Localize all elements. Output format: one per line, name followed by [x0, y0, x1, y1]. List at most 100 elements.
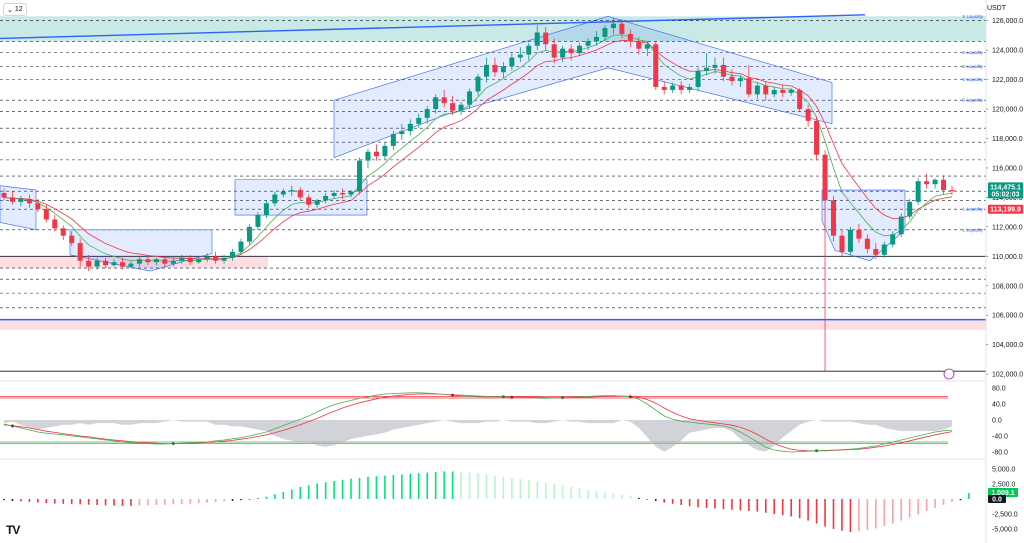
candle-body[interactable] — [230, 251, 236, 258]
candle-body[interactable] — [433, 97, 439, 110]
candle-body[interactable] — [128, 263, 134, 267]
candle-body[interactable] — [568, 48, 574, 54]
candle-body[interactable] — [941, 179, 947, 191]
candle-body[interactable] — [619, 23, 625, 34]
candle-body[interactable] — [814, 120, 820, 155]
candle-body[interactable] — [737, 78, 743, 82]
candle-body[interactable] — [331, 193, 337, 196]
candle-body[interactable] — [687, 86, 693, 90]
candle-body[interactable] — [18, 198, 24, 202]
candle-body[interactable] — [636, 41, 642, 49]
candle-body[interactable] — [517, 54, 523, 58]
candle-body[interactable] — [357, 160, 362, 192]
candle-body[interactable] — [890, 234, 896, 245]
candle-body[interactable] — [204, 256, 210, 260]
candle-body[interactable] — [441, 97, 447, 104]
candle-body[interactable] — [120, 262, 125, 267]
candle-body[interactable] — [475, 76, 481, 92]
candle-body[interactable] — [213, 256, 219, 261]
candle-body[interactable] — [915, 181, 921, 202]
candle-body[interactable] — [450, 103, 456, 111]
oscillator-pane[interactable] — [0, 380, 986, 453]
candle-body[interactable] — [534, 32, 540, 46]
candle-body[interactable] — [610, 23, 616, 29]
current-price-badge[interactable] — [988, 182, 1023, 199]
candle-body[interactable] — [60, 228, 66, 236]
candle-body[interactable] — [856, 229, 862, 239]
candle-body[interactable] — [373, 151, 379, 157]
candle-body[interactable] — [627, 33, 633, 42]
candle-body[interactable] — [560, 48, 566, 58]
candle-body[interactable] — [407, 123, 413, 132]
candle-body[interactable] — [145, 259, 151, 263]
candle-body[interactable] — [594, 36, 599, 42]
candle-body[interactable] — [500, 66, 506, 73]
candle-body[interactable] — [577, 45, 583, 54]
candle-body[interactable] — [602, 28, 608, 37]
candle-body[interactable] — [788, 89, 794, 93]
candle-body[interactable] — [924, 181, 930, 185]
candle-body[interactable] — [77, 243, 83, 261]
candle-body[interactable] — [111, 262, 117, 266]
candle-body[interactable] — [348, 191, 354, 195]
candle-body[interactable] — [822, 154, 828, 201]
candle-body[interactable] — [771, 89, 777, 95]
price-axis[interactable]: 126,000.0 124,000.0 122,000.0 120,000.0 118,… — [943, 0, 1023, 543]
candle-body[interactable] — [780, 89, 786, 93]
candle-body[interactable] — [881, 244, 887, 255]
candle-body[interactable] — [1, 193, 7, 198]
candle-body[interactable] — [661, 86, 667, 90]
candle-body[interactable] — [873, 248, 879, 255]
candle-body[interactable] — [43, 209, 49, 220]
candle-body[interactable] — [263, 203, 269, 216]
candle-body[interactable] — [483, 64, 489, 77]
flash-icon[interactable] — [943, 368, 955, 380]
candle-body[interactable] — [238, 241, 244, 252]
currency-label[interactable]: USDT — [986, 5, 1006, 12]
candle-body[interactable] — [272, 194, 278, 204]
candle-body[interactable] — [907, 201, 913, 217]
candle-body[interactable] — [754, 85, 760, 95]
candle-body[interactable] — [864, 238, 870, 249]
candle-body[interactable] — [94, 260, 100, 267]
candle-body[interactable] — [492, 64, 498, 73]
candle-body[interactable] — [416, 117, 422, 124]
candle-body[interactable] — [399, 131, 405, 135]
candle-body[interactable] — [136, 259, 142, 264]
candle-body[interactable] — [932, 179, 938, 185]
candle-body[interactable] — [949, 190, 955, 192]
candle-body[interactable] — [653, 44, 659, 87]
candle-body[interactable] — [898, 216, 904, 235]
candle-body[interactable] — [720, 64, 726, 77]
candle-body[interactable] — [551, 44, 557, 58]
candle-body[interactable] — [170, 260, 176, 264]
candle-body[interactable] — [543, 32, 549, 45]
candle-body[interactable] — [670, 85, 676, 90]
candle-body[interactable] — [644, 44, 650, 49]
candle-body[interactable] — [467, 91, 473, 105]
candle-body[interactable] — [314, 200, 320, 205]
candle-body[interactable] — [221, 257, 227, 261]
candle-body[interactable] — [86, 260, 92, 267]
candle-body[interactable] — [763, 85, 769, 95]
candles-layer[interactable] — [1, 17, 955, 372]
candle-body[interactable] — [289, 190, 295, 192]
candle-body[interactable] — [678, 85, 684, 90]
candle-body[interactable] — [526, 45, 532, 55]
candle-body[interactable] — [9, 197, 15, 202]
candle-body[interactable] — [424, 109, 430, 118]
histogram-pane[interactable] — [0, 458, 986, 532]
candle-body[interactable] — [280, 191, 286, 195]
candle-body[interactable] — [196, 259, 202, 263]
candle-body[interactable] — [187, 257, 193, 263]
candle-body[interactable] — [509, 57, 515, 67]
candle-body[interactable] — [390, 134, 396, 146]
candle-body[interactable] — [69, 235, 75, 244]
candle-body[interactable] — [306, 197, 312, 205]
candle-body[interactable] — [585, 41, 591, 46]
candle-body[interactable] — [297, 190, 303, 198]
candle-body[interactable] — [255, 215, 261, 227]
candle-body[interactable] — [746, 78, 752, 95]
candle-body[interactable] — [839, 235, 845, 252]
